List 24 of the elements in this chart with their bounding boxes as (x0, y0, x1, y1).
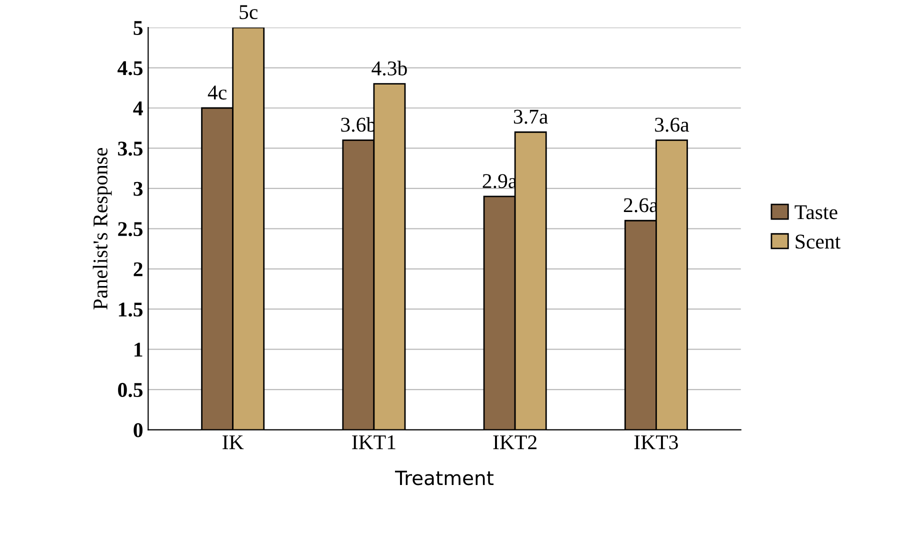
legend-label: Taste (794, 205, 838, 220)
y-tick-label: 4 (133, 102, 143, 116)
x-tick-label: IKT3 (634, 435, 678, 450)
data-label: 5c (240, 5, 258, 20)
y-axis-title: Panelist's Response (92, 148, 112, 310)
y-tick-label: 0 (134, 423, 143, 438)
y-tick-label: 2.5 (118, 222, 143, 236)
data-label: 4c (208, 86, 227, 100)
data-label: 3.7a (514, 110, 548, 124)
y-tick-label: 2 (134, 262, 142, 276)
data-label: 3.6a (655, 118, 690, 132)
x-tick-label: IKT1 (352, 435, 396, 450)
y-tick-label: 5 (134, 21, 143, 35)
y-tick-label: 3 (134, 182, 143, 196)
x-tick-label: IK (222, 435, 244, 450)
y-tick-label: 0.5 (118, 382, 143, 398)
x-tick-label: IKT2 (493, 435, 536, 450)
y-tick-label: 1.5 (118, 302, 143, 317)
y-tick-label: 3.5 (118, 142, 143, 156)
legend-label: Scent (796, 234, 841, 249)
data-label: 4.3b (372, 60, 407, 76)
y-tick-label: 4.5 (118, 61, 143, 76)
y-tick-label: 1 (134, 342, 142, 357)
x-axis-title: Treatment (394, 470, 494, 486)
